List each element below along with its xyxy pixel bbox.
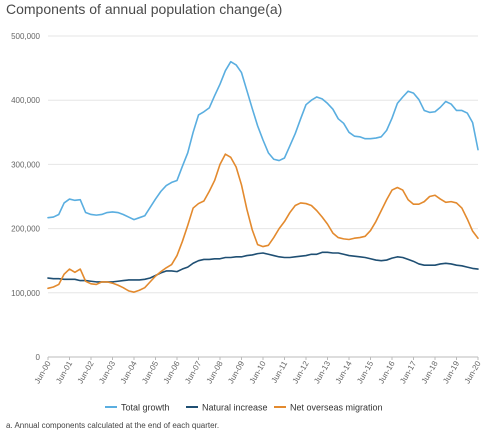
legend-item-natural-increase: Natural increase: [186, 403, 268, 413]
chart-title: Components of annual population change(a…: [6, 1, 283, 17]
y-tick-label: 500,000: [11, 32, 40, 41]
series-line-natural-increase: [47, 251, 479, 283]
x-tick-label: Jun-05: [140, 359, 160, 385]
y-axis-ticks: 0 100,000 200,000 300,000 400,000 500,000: [11, 32, 40, 362]
y-tick-label: 0: [36, 353, 41, 362]
x-tick-label: Jun-03: [97, 359, 117, 385]
series-line-net-overseas-migration: [47, 153, 479, 293]
y-tick-label: 100,000: [11, 289, 40, 298]
x-tick-label: Jun-10: [248, 359, 268, 385]
x-tick-label: Jun-00: [33, 359, 53, 385]
legend-label: Natural increase: [202, 403, 268, 413]
x-tick-label: Jun-16: [377, 359, 397, 385]
series-lines: [47, 60, 479, 293]
x-tick-label: Jun-15: [355, 359, 375, 385]
legend-item-net-overseas-migration: Net overseas migration: [274, 403, 383, 413]
x-tick-label: Jun-19: [441, 359, 461, 385]
x-tick-label: Jun-06: [162, 359, 182, 385]
x-tick-label: Jun-13: [312, 359, 332, 385]
y-tick-label: 300,000: [11, 160, 40, 169]
x-tick-label: Jun-11: [270, 359, 290, 385]
x-tick-label: Jun-01: [54, 359, 74, 385]
x-tick-label: Jun-08: [205, 359, 225, 385]
x-tick-label: Jun-17: [398, 359, 418, 385]
series-line-total-growth: [47, 60, 479, 221]
x-tick-label: Jun-09: [226, 359, 246, 385]
legend-label: Total growth: [121, 403, 170, 413]
y-tick-label: 400,000: [11, 96, 40, 105]
x-axis-ticks: Jun-00 Jun-01 Jun-02 Jun-03 Jun-04 Jun-05 Jun-…: [33, 357, 483, 385]
footnote: a. Annual components calculated at the e…: [6, 421, 220, 430]
x-tick-label: Jun-04: [119, 359, 139, 385]
x-tick-label: Jun-02: [76, 359, 96, 385]
x-tick-label: Jun-12: [291, 359, 311, 385]
x-tick-label: Jun-14: [334, 359, 354, 385]
y-tick-label: 200,000: [11, 225, 40, 234]
gridlines: [48, 35, 478, 358]
x-tick-label: Jun-18: [420, 359, 440, 385]
legend: Total growth Natural increase Net overseas…: [105, 403, 383, 413]
legend-label: Net overseas migration: [290, 403, 383, 413]
x-tick-label: Jun-20: [463, 359, 483, 385]
legend-item-total-growth: Total growth: [105, 403, 170, 413]
x-tick-label: Jun-07: [183, 359, 203, 385]
